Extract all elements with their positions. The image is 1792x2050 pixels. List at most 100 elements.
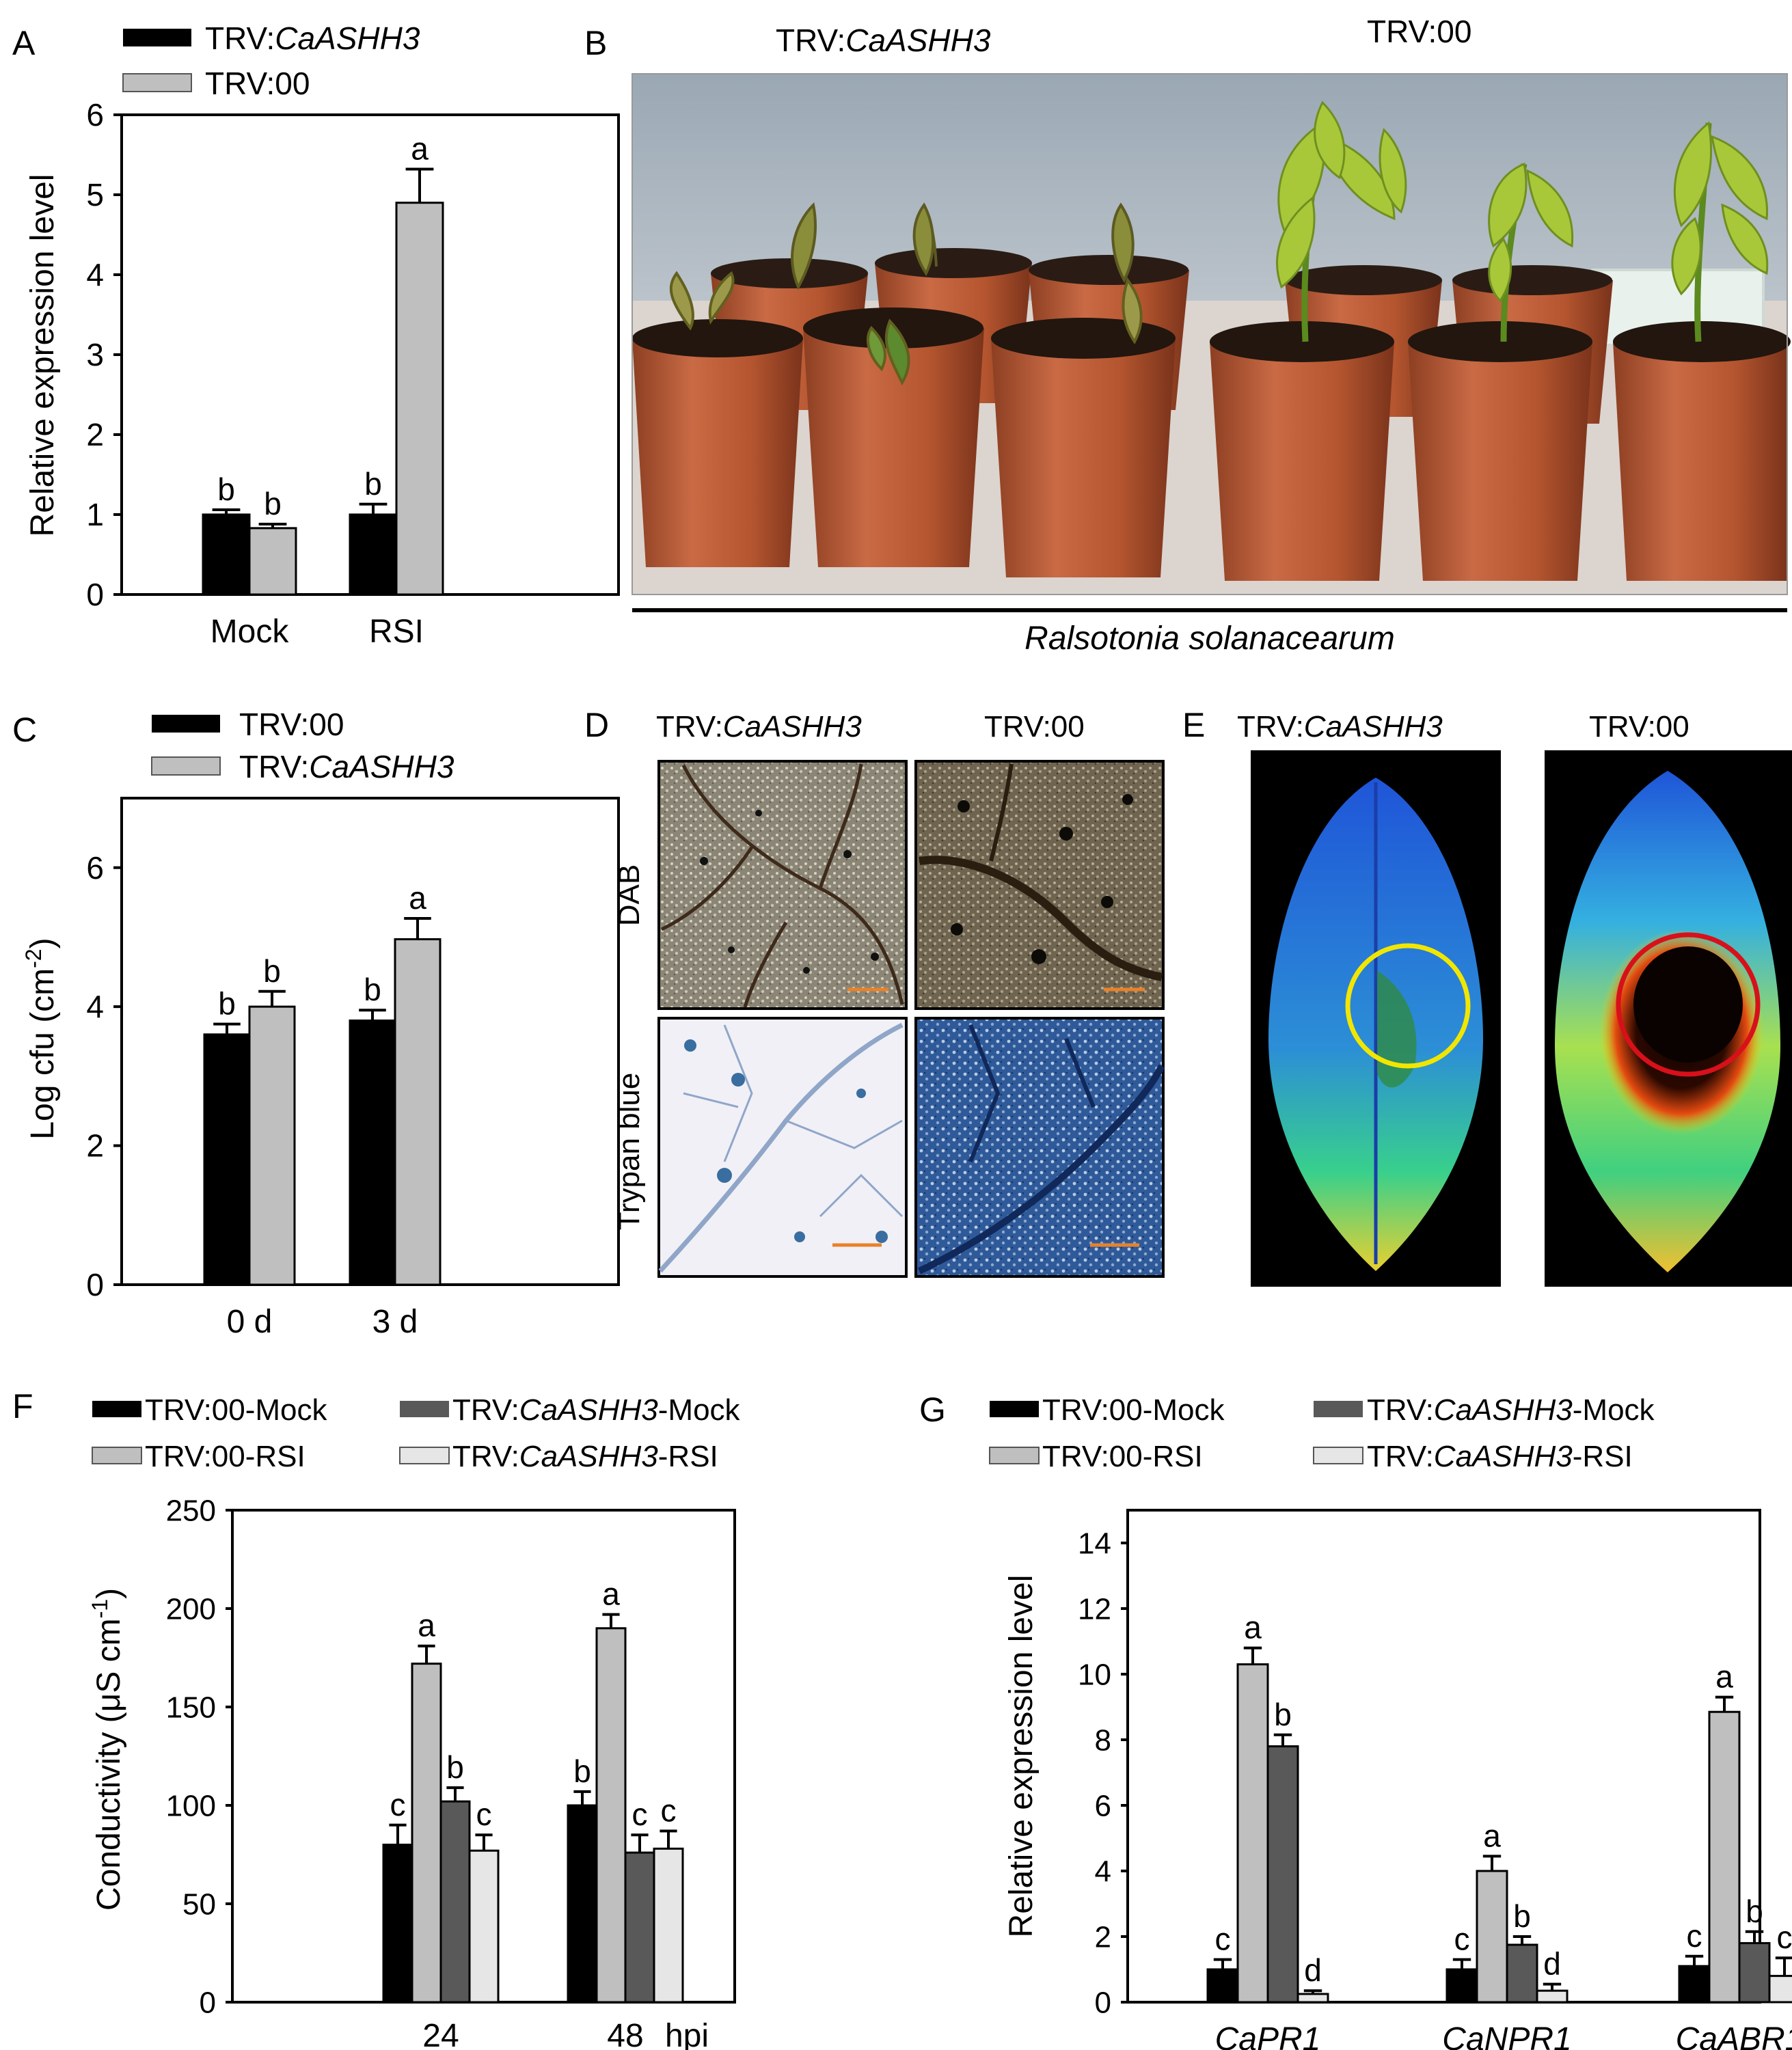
legend-f-swatch-3 [400, 1401, 449, 1417]
bar-g-2-1 [1708, 1710, 1741, 2004]
bar-f-1-3 [653, 1847, 684, 2004]
x-axis-label: hpi [665, 2018, 709, 2050]
bar-a-0-0 [202, 513, 251, 596]
significance-letter: c [661, 1792, 677, 1828]
x-category-label: RSI [369, 614, 424, 650]
y-tick-label: 10 [1078, 1658, 1111, 1691]
panel-b-label-silenced: TRV:CaASHH3 [776, 23, 991, 58]
significance-letter: a [418, 1608, 435, 1643]
tb-control-image [917, 1020, 1162, 1275]
y-tick-label: 2 [86, 1128, 104, 1164]
legend-g-label-2: TRV:00-RSI [1042, 1440, 1203, 1473]
y-tick-label: 0 [86, 577, 104, 612]
x-category-label: Mock [211, 614, 290, 650]
chart-g-y-label: Relative expression level [1003, 1575, 1040, 1938]
legend-c-swatch-1 [152, 715, 220, 733]
significance-letter: c [1215, 1922, 1231, 1957]
significance-letter: c [1454, 1922, 1470, 1957]
tb-silenced-image [660, 1020, 905, 1275]
bar-g-2-0 [1678, 1965, 1711, 2004]
x-category-label: 24 [422, 2018, 459, 2050]
panel-e-thermal: TRV:CaASHH3 TRV:00 [1237, 710, 1792, 1287]
significance-letter: b [1746, 1894, 1763, 1929]
tb-control-veins [917, 1024, 1165, 1274]
bar-c-0-1 [248, 1005, 296, 1286]
leaf-silenced-lesion [1377, 970, 1417, 1088]
y-tick-label: 5 [86, 177, 104, 213]
significance-letter: d [1543, 1946, 1561, 1982]
legend-a-swatch-2 [122, 73, 192, 92]
bar-f-0-0 [382, 1844, 413, 2004]
bar-g-0-2 [1266, 1745, 1299, 2004]
legend-c: TRV:00 TRV:CaASHH3 [151, 707, 454, 784]
significance-letter: a [1244, 1610, 1262, 1645]
significance-letter: b [364, 466, 382, 502]
photo-border [632, 73, 1788, 595]
legend-a-label-1: TRV:CaASHH3 [205, 20, 420, 56]
bar-g-2-2 [1738, 1942, 1771, 2004]
significance-letter: a [409, 880, 426, 916]
significance-letter: b [218, 986, 236, 1022]
y-tick-label: 4 [86, 257, 104, 292]
significance-letter: b [264, 486, 282, 521]
bar-g-2-3 [1768, 1975, 1792, 2004]
significance-letter: c [1687, 1918, 1702, 1954]
panel-label-g: G [919, 1391, 946, 1429]
chart-f: 0 50 100 150 200 250 Conductivity (μS cm-1) c a b… [87, 1494, 736, 2050]
legend-g: TRV:00-Mock TRV:00-RSI TRV:CaASHH3-Mock … [989, 1393, 1655, 1473]
bar-c-1-0 [349, 1019, 396, 1286]
significance-letter: d [1304, 1952, 1322, 1988]
panel-b-label-control: TRV:00 [1367, 14, 1471, 49]
panel-label-a: A [12, 24, 36, 62]
legend-f-label-3: TRV:CaASHH3-Mock [452, 1393, 741, 1427]
legend-g-label-1: TRV:00-Mock [1042, 1393, 1225, 1427]
panel-b-photo: TRV:CaASHH3 TRV:00 [632, 14, 1791, 657]
bar-a-1-0 [349, 513, 398, 596]
y-tick-label: 6 [86, 850, 104, 886]
chart-a-y-label: Relative expression level [25, 174, 61, 537]
y-tick-label: 6 [1095, 1789, 1111, 1822]
bar-a-1-1 [395, 202, 444, 596]
y-tick-label: 3 [86, 337, 104, 372]
dab-control-spots [951, 794, 1133, 964]
significance-letter: a [1483, 1818, 1501, 1853]
legend-a-label-2: TRV:00 [205, 66, 310, 101]
significance-letter: b [364, 972, 381, 1007]
bar-c-1-1 [394, 938, 442, 1286]
leaf-control-lesion [1633, 946, 1743, 1063]
legend-f-label-1: TRV:00-Mock [145, 1393, 328, 1427]
significance-letter: c [632, 1796, 648, 1832]
bar-g-0-0 [1206, 1968, 1239, 2004]
bar-c-0-0 [203, 1033, 251, 1286]
panel-e-col2-label: TRV:00 [1589, 710, 1689, 743]
y-tick-label: 2 [86, 417, 104, 452]
legend-g-swatch-4 [1313, 1447, 1363, 1464]
legend-c-label-1: TRV:00 [239, 707, 344, 742]
y-tick-label: 8 [1095, 1723, 1111, 1757]
bar-g-1-0 [1445, 1968, 1478, 2004]
bar-g-1-1 [1476, 1870, 1508, 2004]
significance-letter: a [411, 131, 429, 167]
dab-silenced-veins [660, 763, 904, 1008]
legend-g-label-3: TRV:CaASHH3-Mock [1367, 1393, 1655, 1427]
bar-g-1-2 [1506, 1943, 1538, 2004]
significance-letter: a [602, 1576, 620, 1612]
panel-label-b: B [584, 24, 607, 62]
x-category-label: CaPR1 [1215, 2021, 1321, 2050]
chart-f-y-label: Conductivity (μS cm-1) [87, 1588, 127, 1911]
y-tick-label: 6 [86, 97, 104, 133]
bar-g-0-3 [1297, 1993, 1329, 2004]
tb-silenced-veins [658, 1022, 904, 1273]
legend-c-swatch-2 [151, 756, 221, 776]
panel-d-row1-label: DAB [612, 864, 646, 926]
panel-d-row2-label: Trypan blue [612, 1073, 646, 1231]
y-tick-label: 250 [166, 1494, 216, 1527]
bar-g-1-3 [1536, 1989, 1569, 2004]
x-category-label: CaABR1 [1676, 2021, 1792, 2050]
significance-letter: c [390, 1787, 406, 1822]
y-tick-label: 150 [166, 1691, 216, 1724]
legend-f-label-4: TRV:CaASHH3-RSI [452, 1440, 718, 1473]
significance-letter: a [1715, 1659, 1733, 1695]
